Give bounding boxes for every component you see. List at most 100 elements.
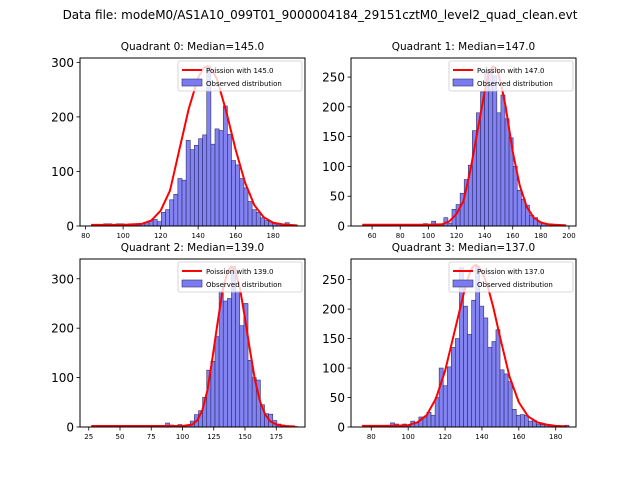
histogram-bar: [247, 359, 253, 428]
histogram-bar: [520, 414, 525, 428]
legend: Poission with 137.0 Observed distribution: [448, 261, 574, 293]
histogram-bar: [243, 187, 249, 227]
histogram-bar: [511, 409, 517, 428]
histogram-bar: [152, 219, 158, 227]
legend-frame: [177, 60, 303, 92]
x-tick-label: 80: [396, 232, 405, 240]
x-tick-label: 180: [549, 433, 562, 441]
histogram-bar: [455, 338, 460, 428]
y-tick-label: 150: [322, 130, 345, 144]
histogram-bar: [515, 414, 521, 428]
x-tick-label: 120: [154, 232, 167, 240]
legend-label-observed: Observed distribution: [477, 80, 553, 88]
y-tick-label: 0: [337, 220, 345, 234]
y-tick-label: 300: [51, 56, 74, 70]
y-tick-label: 0: [66, 220, 74, 234]
histogram-bar: [165, 209, 170, 227]
histogram-bar: [491, 341, 497, 428]
histogram-bar: [218, 130, 224, 227]
histogram-bar: [467, 334, 472, 428]
y-tick-label: 100: [322, 160, 345, 174]
y-tick-label: 200: [51, 110, 74, 124]
subplot-quadrant-1: Quadrant 1: Median=147.0 60 80 100 120 140 160…: [322, 41, 577, 240]
x-tick-label: 60: [368, 232, 377, 240]
histogram-bar: [185, 140, 191, 227]
x-tick-label: 140: [475, 433, 488, 441]
x-tick-label: 150: [238, 433, 251, 441]
histogram-bar: [255, 212, 261, 227]
histogram-bar: [210, 360, 216, 428]
histogram-bar: [434, 397, 440, 428]
histogram-bar: [507, 381, 513, 428]
y-tick-label: 150: [322, 332, 345, 346]
histogram-bar: [503, 373, 509, 428]
subplot-title: Quadrant 0: Median=145.0: [121, 41, 264, 53]
y-tick-label: 100: [51, 165, 74, 179]
histogram-bar: [492, 75, 498, 227]
legend-bar-swatch: [452, 78, 474, 87]
histogram-bar: [239, 178, 245, 227]
histogram-bar: [528, 420, 533, 428]
histogram-bar: [451, 347, 456, 428]
histogram-bar: [235, 164, 241, 227]
x-tick-label: 50: [116, 433, 125, 441]
histogram-bar: [504, 118, 510, 227]
x-tick-label: 80: [367, 433, 376, 441]
histogram-bar: [227, 298, 232, 428]
histogram-bar: [214, 336, 220, 428]
figure-suptitle: Data file: modeM0/AS1A10_099T01_90000041…: [62, 8, 578, 22]
histogram-bar: [161, 212, 166, 227]
histogram-bar: [430, 414, 436, 428]
legend-bar-swatch: [452, 279, 474, 288]
histogram-bar: [496, 112, 502, 227]
subplot-title: Quadrant 2: Median=139.0: [121, 242, 264, 254]
x-tick-label: 100: [422, 232, 435, 240]
subplot-quadrant-2: Quadrant 2: Median=139.0 25 50 75 100 125 150 1…: [51, 242, 306, 441]
histogram-bar: [479, 305, 485, 428]
y-tick-label: 200: [322, 303, 345, 317]
axes-frame: [350, 57, 577, 227]
histogram-bar: [488, 70, 494, 227]
histogram-bar: [222, 105, 228, 227]
legend-frame: [448, 60, 574, 92]
y-tick-label: 300: [51, 272, 74, 286]
x-tick-label: 140: [478, 232, 491, 240]
x-tick-label: 120: [450, 232, 463, 240]
histogram-bar: [156, 221, 162, 227]
y-tick-label: 50: [330, 391, 345, 405]
y-tick-label: 0: [337, 421, 345, 435]
histogram-bar: [239, 325, 245, 428]
subplot-quadrant-0: Quadrant 0: Median=145.0 80 100 120 140 160 18…: [51, 41, 306, 240]
legend: Poission with 147.0 Observed distribution: [448, 60, 574, 92]
subplot-title: Quadrant 3: Median=137.0: [392, 242, 535, 254]
legend-bar-swatch: [181, 78, 203, 87]
x-tick-label: 160: [506, 232, 519, 240]
histogram-bar: [512, 166, 518, 227]
histogram-bar: [471, 299, 476, 428]
x-tick-label: 180: [266, 232, 279, 240]
histogram-bar: [189, 149, 195, 227]
x-tick-label: 175: [270, 433, 283, 441]
histogram-bar: [235, 290, 241, 428]
histogram-bar: [500, 94, 506, 227]
histogram-bar: [264, 220, 269, 227]
legend-label-poisson: Poission with 147.0: [477, 67, 545, 75]
histogram-bar: [499, 369, 505, 428]
legend-label-poisson: Poission with 139.0: [206, 268, 274, 276]
y-tick-label: 100: [51, 371, 74, 385]
histogram-bar: [251, 209, 257, 227]
histogram-bar: [463, 305, 468, 428]
histogram-bar: [247, 201, 253, 227]
x-tick-label: 125: [207, 433, 220, 441]
y-tick-label: 250: [322, 71, 345, 85]
x-tick-label: 25: [84, 433, 93, 441]
histogram-bar: [202, 134, 208, 227]
y-tick-label: 0: [66, 421, 74, 435]
histogram-bar: [483, 317, 489, 428]
subplot-title: Quadrant 1: Median=147.0: [392, 41, 535, 53]
x-tick-label: 100: [176, 433, 189, 441]
legend-label-poisson: Poission with 145.0: [206, 67, 274, 75]
histogram-bar: [181, 179, 187, 227]
x-tick-label: 160: [229, 232, 242, 240]
